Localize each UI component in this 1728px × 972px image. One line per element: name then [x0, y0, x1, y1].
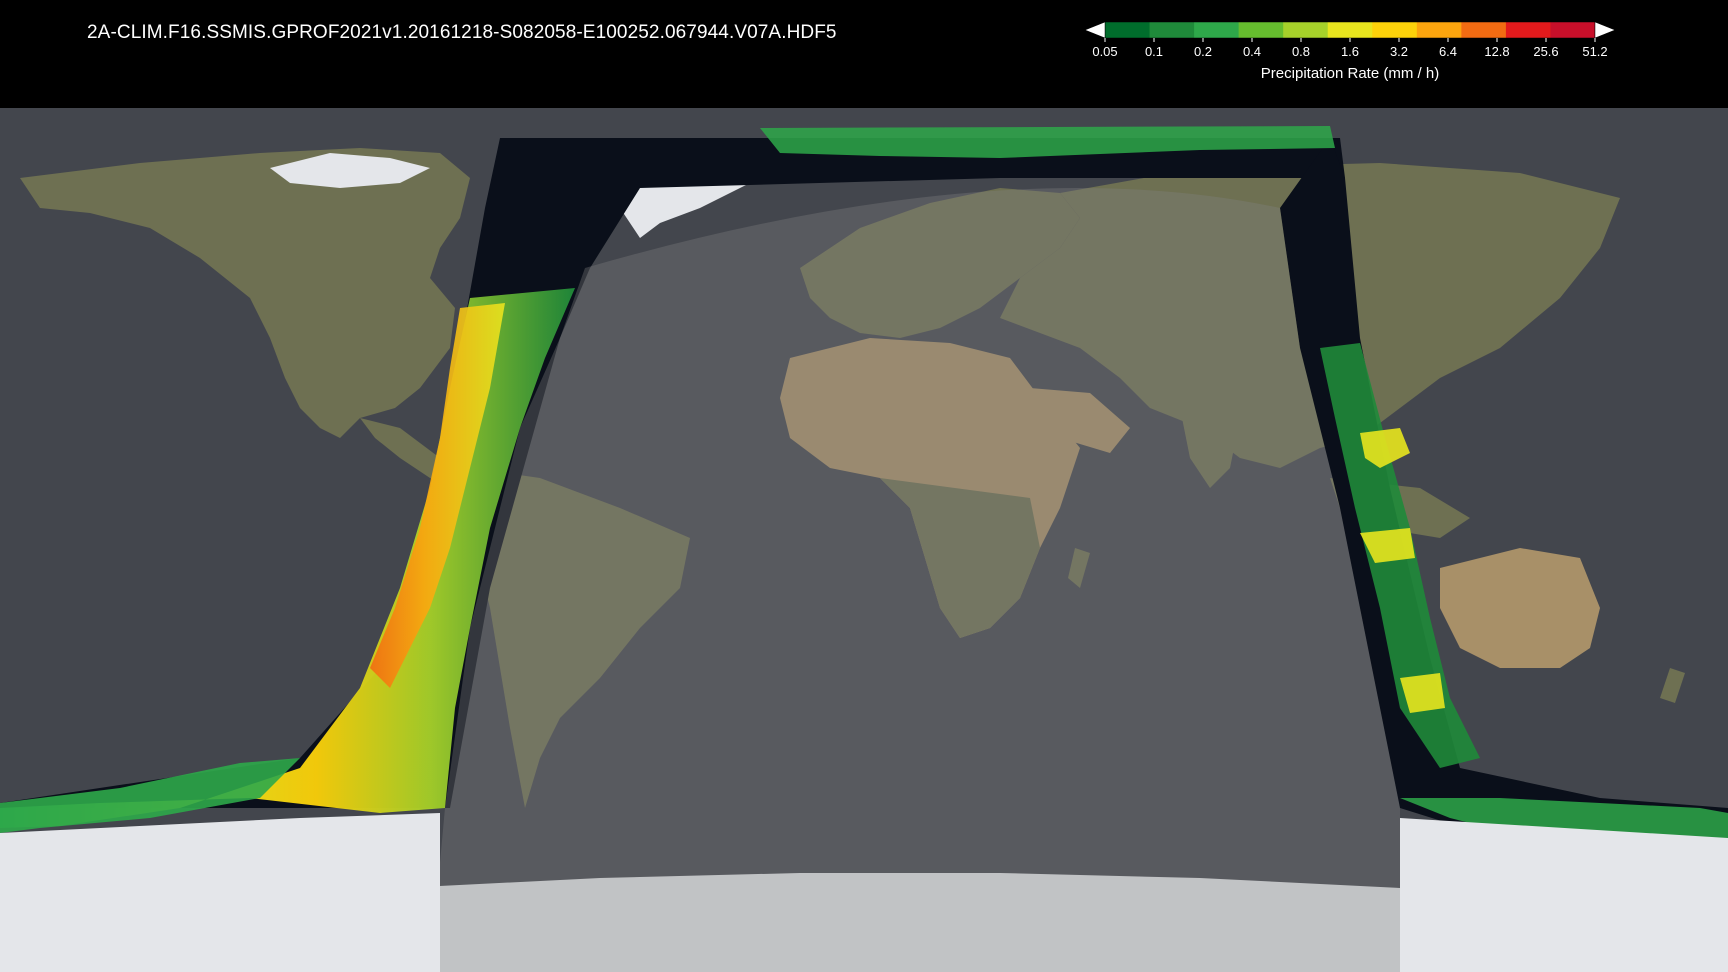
world-map: [0, 108, 1728, 972]
india: [1180, 408, 1240, 488]
swath-east-background: [1280, 138, 1728, 868]
colorbar-tick-label: 6.4: [1439, 44, 1457, 59]
colorbar-segment: [1327, 22, 1373, 38]
colorbar-tick-label: 0.1: [1145, 44, 1163, 59]
madagascar: [1068, 548, 1090, 588]
colorbar-tick-label: 25.6: [1533, 44, 1558, 59]
antarctic-ice: [0, 813, 1728, 972]
colorbar-tick-label: 0.05: [1092, 44, 1117, 59]
new-zealand: [1660, 668, 1685, 703]
africa-south: [880, 478, 1040, 638]
colorbar-over-arrow: [1594, 22, 1615, 39]
swath-coverage: [0, 126, 1728, 868]
header-bar: 2A-CLIM.F16.SSMIS.GPROF2021v1.20161218-S…: [0, 0, 1728, 108]
colorbar-segment: [1149, 22, 1195, 38]
arabia: [1030, 388, 1130, 453]
europe: [800, 188, 1080, 338]
colorbar-label: Precipitation Rate (mm / h): [1261, 65, 1439, 82]
precip-band-north: [760, 126, 1335, 158]
colorbar-segment: [1283, 22, 1329, 38]
precip-band-west-core: [370, 303, 505, 688]
colorbar-segment: [1372, 22, 1418, 38]
colorbar-under-arrow: [1085, 22, 1106, 39]
colorbar-segment: [1416, 22, 1462, 38]
colorbar-segment: [1238, 22, 1284, 38]
night-overlay: [430, 188, 1400, 972]
precip-cells-east: [1360, 428, 1445, 713]
colorbar-segment: [1550, 22, 1596, 38]
granule-title: 2A-CLIM.F16.SSMIS.GPROF2021v1.20161218-S…: [87, 22, 837, 43]
colorbar-tick-label: 0.2: [1194, 44, 1212, 59]
colorbar-segment: [1461, 22, 1507, 38]
colorbar-segment: [1194, 22, 1240, 38]
precip-band-west-outer: [0, 288, 575, 828]
arctic-islands: [270, 153, 430, 188]
colorbar-ticks: 0.05 0.1 0.2 0.4 0.8 1.6 3.2 6.4 12.8 25.6 51.2: [1092, 38, 1608, 59]
precip-band-west-tail: [0, 758, 300, 833]
colorbar-tick-label: 51.2: [1582, 44, 1607, 59]
colorbar-segment: [1505, 22, 1551, 38]
colorbar-tick-label: 0.4: [1243, 44, 1261, 59]
colorbar-tick-label: 12.8: [1484, 44, 1509, 59]
colorbar-tick-label: 3.2: [1390, 44, 1408, 59]
colorbar-tick-label: 1.6: [1341, 44, 1359, 59]
south-america: [465, 468, 690, 808]
australia: [1440, 548, 1600, 668]
colorbar-segments: [1104, 22, 1596, 39]
precipitation-colorbar: 0.05 0.1 0.2 0.4 0.8 1.6 3.2 6.4 12.8 25.6 51.2 Pr…: [1085, 22, 1615, 82]
colorbar-segment: [1105, 22, 1151, 38]
colorbar-tick-label: 0.8: [1292, 44, 1310, 59]
north-america: [20, 148, 470, 438]
